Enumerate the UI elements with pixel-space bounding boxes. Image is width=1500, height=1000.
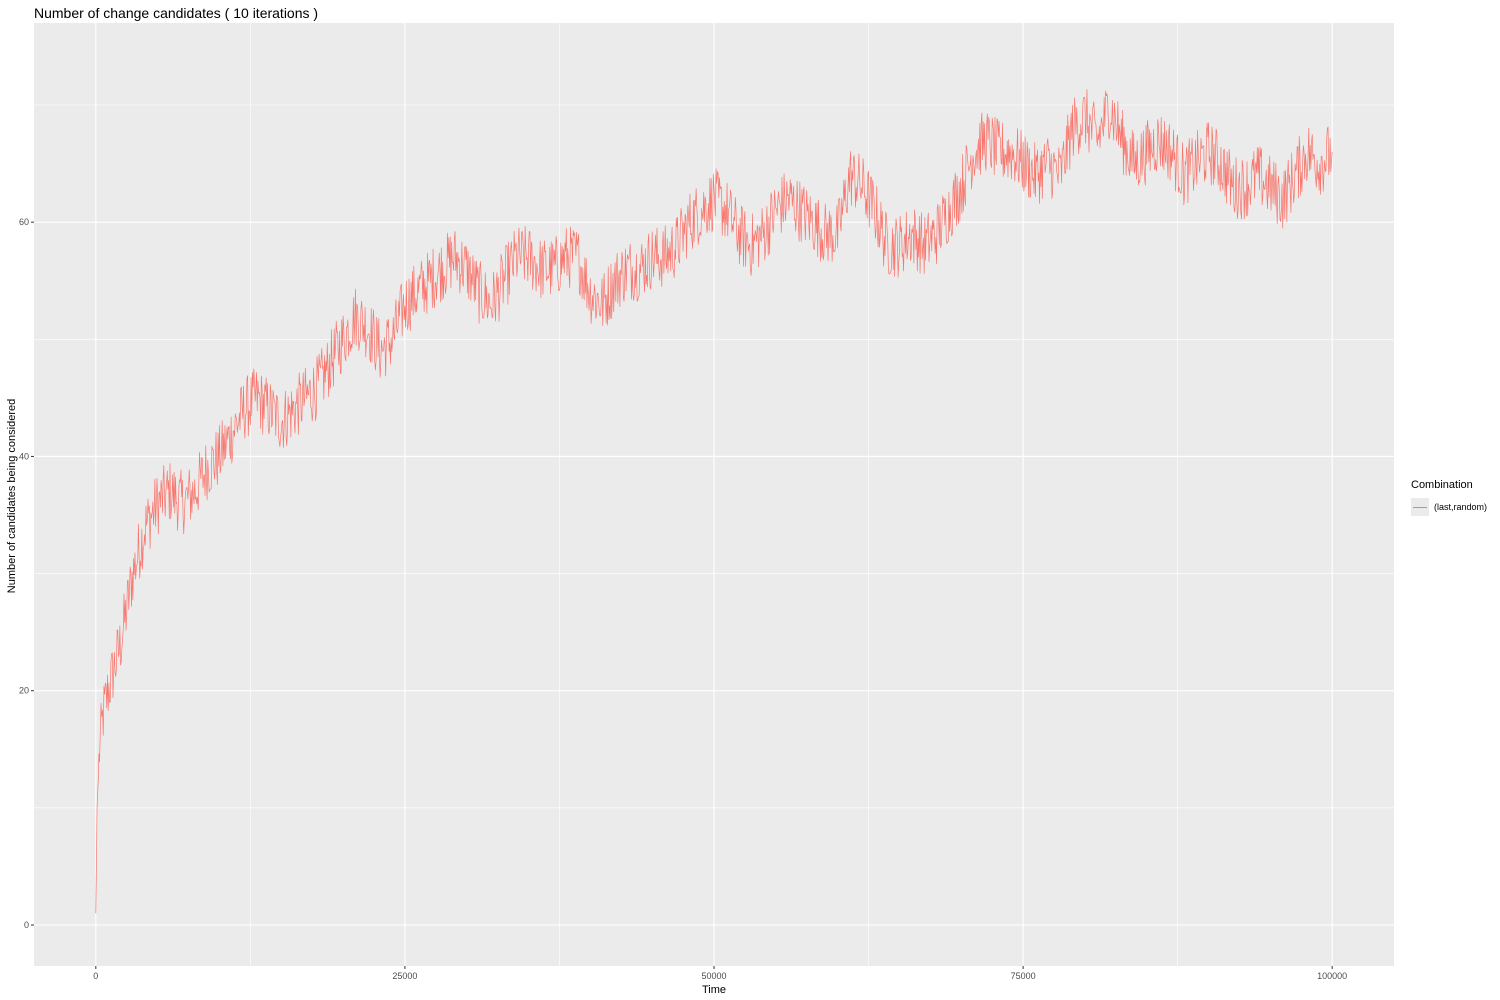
series-layer <box>95 88 1333 914</box>
legend-key-line-icon <box>1411 498 1429 516</box>
legend: Combination (last,random) <box>1411 479 1487 516</box>
legend-title: Combination <box>1411 479 1473 491</box>
x-tick-label: 50000 <box>701 971 726 981</box>
x-tick-label: 25000 <box>392 971 417 981</box>
x-tick-label: 75000 <box>1011 971 1036 981</box>
x-tick-label: 100000 <box>1317 971 1347 981</box>
chart-title: Number of change candidates ( 10 iterati… <box>34 5 319 21</box>
y-tick-label: 20 <box>19 686 29 696</box>
y-tick-label: 40 <box>19 451 29 461</box>
x-axis-label: Time <box>702 984 726 996</box>
legend-entry: (last,random) <box>1411 498 1487 516</box>
major-gridlines <box>34 23 1394 966</box>
y-axis-label: Number of candidates being considered <box>6 399 18 593</box>
y-axis-ticks: 0 20 40 60 <box>19 217 34 930</box>
x-axis-ticks: 0 25000 50000 75000 100000 <box>93 966 1347 981</box>
y-tick-label: 60 <box>19 217 29 227</box>
series-line <box>95 88 1333 914</box>
legend-label: (last,random) <box>1434 502 1488 512</box>
x-tick-label: 0 <box>93 971 98 981</box>
y-tick-label: 0 <box>24 920 29 930</box>
